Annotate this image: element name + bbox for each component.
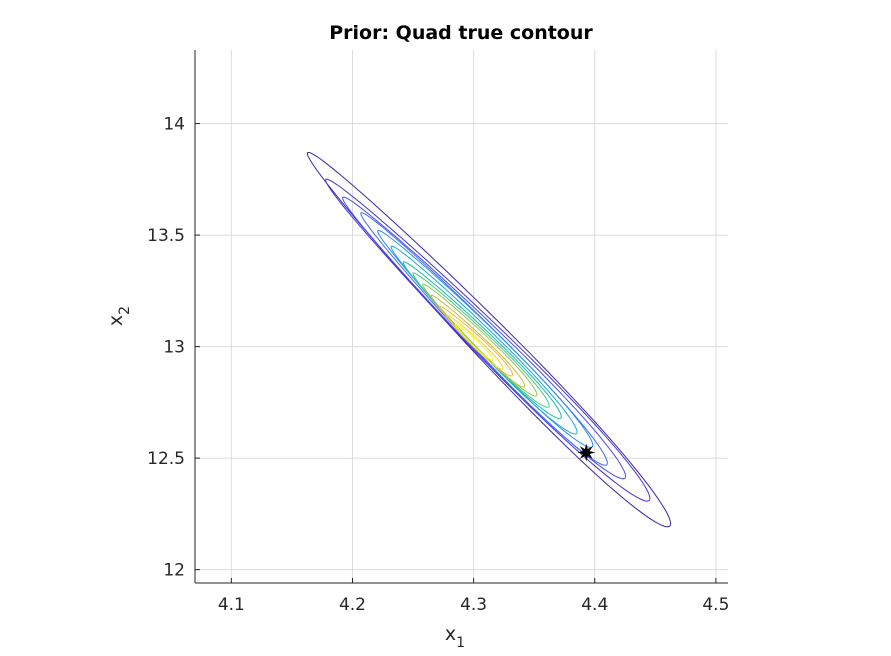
y-tick-label-2: 13 bbox=[163, 338, 185, 358]
x-tick-label-3: 4.4 bbox=[581, 595, 608, 615]
chart-title: Prior: Quad true contour bbox=[329, 22, 593, 44]
y-axis-label: x2 bbox=[105, 306, 133, 326]
y-axis-label-main: x bbox=[105, 315, 127, 326]
contour-level-11 bbox=[446, 314, 504, 370]
contour-level-6 bbox=[402, 261, 562, 419]
x-axis-label: x1 bbox=[445, 623, 465, 651]
contour-level-5 bbox=[390, 245, 578, 435]
y-tick-label-1: 12.5 bbox=[147, 449, 185, 469]
contour-lines bbox=[306, 151, 672, 528]
x-ticks: 4.1 4.2 4.3 4.4 4.5 bbox=[218, 578, 729, 615]
x-axis-label-subscript: 1 bbox=[456, 635, 465, 651]
x-tick-label-1: 4.2 bbox=[339, 595, 366, 615]
contour-level-7 bbox=[412, 272, 550, 408]
y-axis-label-subscript: 2 bbox=[117, 306, 133, 315]
contour-level-0 bbox=[306, 151, 672, 528]
contour-level-2 bbox=[342, 196, 627, 480]
marker-point bbox=[577, 443, 596, 462]
contour-level-1 bbox=[325, 178, 651, 502]
y-ticks: 12 12.5 13 13.5 14 bbox=[147, 115, 200, 581]
axes bbox=[194, 50, 728, 584]
grid-lines bbox=[195, 50, 728, 583]
x-tick-label-4: 4.5 bbox=[702, 595, 729, 615]
y-tick-label-3: 13.5 bbox=[147, 226, 185, 246]
contour-level-12 bbox=[454, 323, 494, 361]
marker-star bbox=[577, 443, 596, 462]
y-tick-label-0: 12 bbox=[163, 561, 185, 581]
x-tick-label-0: 4.1 bbox=[218, 595, 245, 615]
y-tick-label-4: 14 bbox=[163, 115, 185, 135]
x-axis-label-main: x bbox=[445, 623, 456, 645]
x-tick-label-2: 4.3 bbox=[460, 595, 487, 615]
